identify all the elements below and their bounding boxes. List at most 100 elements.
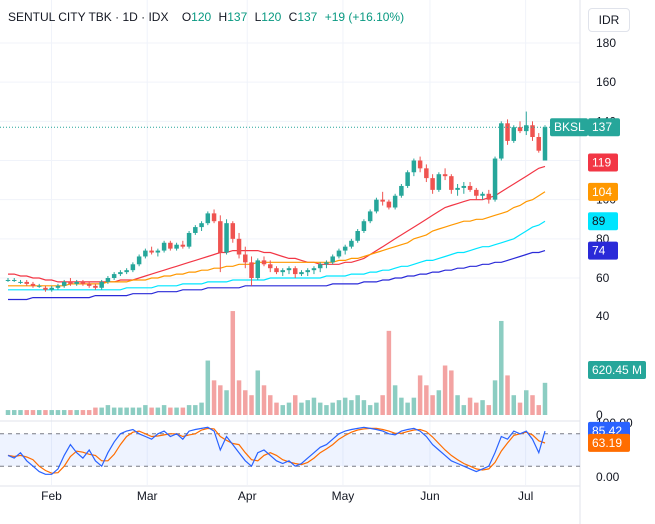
volume-bar [130, 407, 136, 415]
volume-bar [336, 400, 342, 415]
candle-body [417, 160, 423, 169]
candle-body [243, 254, 248, 263]
candle-body [186, 232, 192, 247]
volume-bar [392, 385, 398, 415]
volume-bar [68, 410, 73, 415]
volume-bar [199, 402, 204, 415]
candle-body [349, 240, 354, 247]
candle-body [436, 174, 442, 190]
stochastic-band [0, 433, 580, 467]
volume-bar [174, 407, 179, 415]
candle-body [424, 168, 429, 179]
candle-body [124, 270, 129, 273]
candle-body [74, 281, 79, 284]
volume-bar [317, 402, 323, 415]
low-label: L [254, 10, 262, 24]
volume-bar [24, 410, 29, 415]
candle-body [68, 281, 73, 284]
time-tick-label: May [332, 489, 355, 503]
candle-body [143, 250, 148, 257]
volume-bar [467, 397, 473, 415]
volume-bar [36, 410, 42, 415]
volume-bar [355, 395, 360, 415]
candle-body [255, 260, 261, 278]
volume-bar [536, 405, 542, 415]
candle-body [474, 189, 479, 196]
volume-bar [249, 395, 254, 415]
candle-body [405, 172, 410, 186]
candle-body [199, 223, 204, 228]
candle-body [499, 123, 504, 159]
candle-body [80, 281, 86, 284]
candle-body [224, 223, 229, 253]
moving-average-line [8, 165, 546, 283]
candle-body [430, 178, 435, 190]
candle-body [361, 221, 367, 231]
volume-bar [268, 395, 273, 415]
volume-bar [430, 395, 435, 415]
volume-bar [86, 410, 92, 415]
volume-bar [193, 405, 198, 415]
volume-bar [74, 410, 79, 415]
volume-bar [261, 385, 267, 415]
candle-body [449, 176, 454, 190]
volume-bar [43, 410, 48, 415]
candle-body [374, 199, 379, 212]
ma-value-badge-bg [588, 153, 618, 172]
volume-bar [511, 395, 517, 415]
volume-bar [255, 370, 261, 415]
close-label: C [288, 10, 298, 24]
candle-body [174, 244, 179, 249]
volume-bar [11, 410, 17, 415]
moving-average-line [8, 220, 546, 291]
candle-body [193, 227, 198, 233]
volume-bar [399, 397, 404, 415]
volume-bar [299, 402, 304, 415]
candle-body [274, 268, 279, 273]
volume-bar [486, 405, 492, 415]
ma-value-badge: 104 [592, 185, 612, 199]
ma-value-badge-bg [588, 212, 618, 231]
volume-bar [211, 380, 217, 415]
volume-bar [136, 407, 142, 415]
candle-body [155, 250, 161, 253]
volume-bar [5, 410, 11, 415]
currency-button[interactable]: IDR [588, 8, 630, 32]
volume-bar [80, 410, 86, 415]
volume-bar [342, 397, 348, 415]
candle-body [49, 287, 54, 290]
candle-body [324, 262, 329, 265]
volume-bar [455, 395, 460, 415]
time-tick-label: Jun [420, 489, 439, 503]
volume-bar [449, 370, 454, 415]
time-tick-label: Mar [137, 489, 158, 503]
candle-body [211, 213, 217, 222]
volume-tick-label: 40 [596, 309, 610, 323]
volume-bar [517, 402, 523, 415]
candle-body [180, 244, 186, 247]
candle-body [93, 285, 98, 288]
ma-value-badge: 89 [592, 214, 606, 228]
symbol-tag-bg [550, 118, 588, 137]
price-tick-label: 180 [596, 36, 616, 50]
symbol-tag-label: BKSL [554, 120, 585, 134]
candle-body [149, 250, 154, 253]
volume-bar [155, 407, 161, 415]
open-value: 120 [191, 10, 212, 24]
volume-bar [218, 385, 223, 415]
volume-bar [324, 405, 329, 415]
candle-body [161, 242, 167, 251]
candle-body [55, 285, 61, 288]
volume-bar [380, 395, 385, 415]
volume-bar [292, 395, 298, 415]
volume-bar [461, 405, 467, 415]
volume-bar [305, 400, 310, 415]
low-value: 120 [261, 10, 282, 24]
volume-bar [411, 397, 417, 415]
volume-bar [542, 382, 548, 415]
candle-body [330, 256, 335, 263]
volume-bar [118, 407, 123, 415]
candle-body [218, 221, 223, 253]
candle-body [11, 279, 17, 281]
